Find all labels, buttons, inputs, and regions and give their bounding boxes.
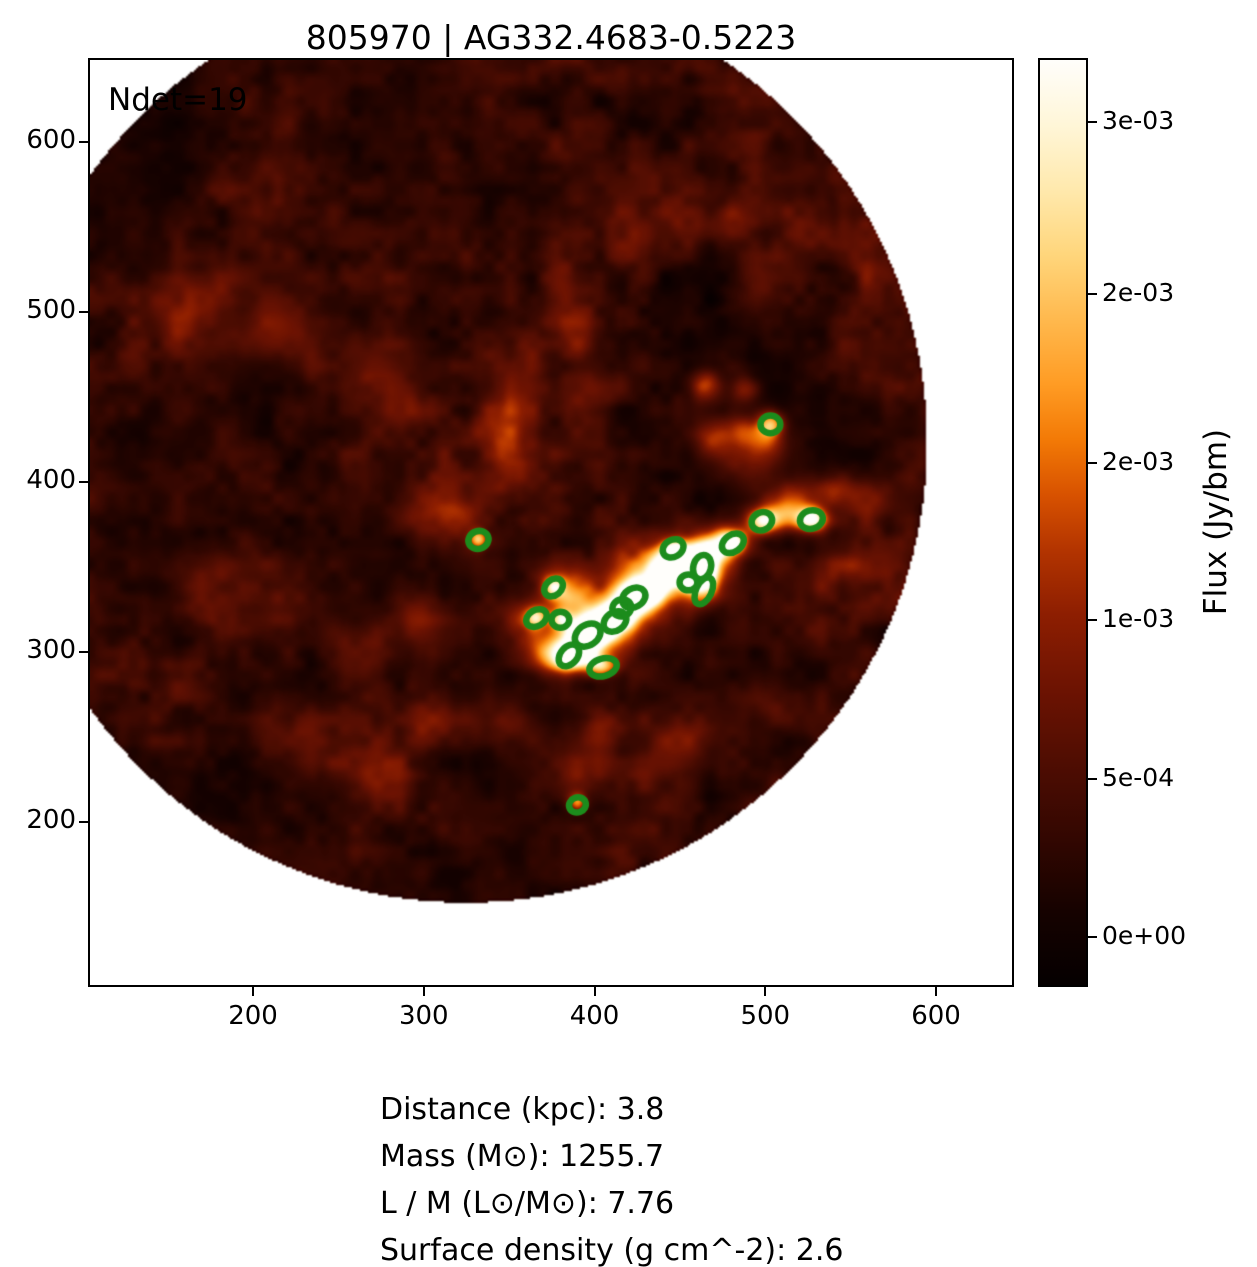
- x-tick-mark: [935, 987, 938, 996]
- y-tick-mark: [79, 141, 88, 144]
- x-tick-label: 200: [228, 1001, 278, 1031]
- x-tick-mark: [252, 987, 255, 996]
- flux-map-axes: [88, 58, 1014, 987]
- x-tick-label: 600: [911, 1001, 961, 1031]
- x-tick-label: 300: [398, 1001, 449, 1031]
- x-tick-mark: [593, 987, 596, 996]
- colorbar-tick-label: 5e-04: [1102, 762, 1175, 792]
- colorbar-tick-mark: [1088, 777, 1097, 780]
- colorbar-tick-label: 2e-03: [1102, 447, 1175, 477]
- colorbar-tick-mark: [1088, 462, 1097, 465]
- y-tick-mark: [79, 651, 88, 654]
- colorbar-tick-mark: [1088, 120, 1097, 123]
- y-tick-label: 200: [26, 804, 76, 835]
- y-tick-label: 400: [26, 465, 76, 496]
- y-tick-label: 600: [26, 125, 76, 156]
- metadata-luminosity-mass-ratio: L / M (L⊙/M⊙): 7.76: [380, 1186, 675, 1221]
- metadata-mass: Mass (M⊙): 1255.7: [380, 1139, 665, 1174]
- colorbar-label: Flux (Jy/bm): [1198, 428, 1234, 616]
- y-tick-mark: [79, 820, 88, 823]
- x-tick-mark: [764, 987, 767, 996]
- metadata-block: Distance (kpc): 3.8 Mass (M⊙): 1255.7 L …: [380, 1086, 843, 1267]
- y-tick-mark: [79, 311, 88, 314]
- colorbar: [1038, 58, 1088, 987]
- y-tick-mark: [79, 481, 88, 484]
- colorbar-tick-mark: [1088, 293, 1097, 296]
- colorbar-tick-label: 2e-03: [1102, 278, 1175, 308]
- y-tick-label: 500: [26, 295, 76, 326]
- flux-map-canvas: [90, 60, 1012, 985]
- x-tick-label: 400: [569, 1001, 620, 1031]
- metadata-surface-density: Surface density (g cm^-2): 2.6: [380, 1233, 844, 1267]
- metadata-distance: Distance (kpc): 3.8: [380, 1092, 665, 1127]
- ndet-annotation: Ndet=19: [108, 82, 248, 118]
- figure-title: 805970 | AG332.4683-0.5223: [305, 18, 797, 57]
- x-tick-mark: [422, 987, 425, 996]
- y-tick-label: 300: [26, 635, 76, 666]
- colorbar-tick-label: 1e-03: [1102, 603, 1175, 633]
- colorbar-tick-mark: [1088, 935, 1097, 938]
- colorbar-tick-label: 0e+00: [1102, 920, 1187, 950]
- colorbar-tick-label: 3e-03: [1102, 105, 1175, 135]
- colorbar-tick-mark: [1088, 618, 1097, 621]
- x-tick-label: 500: [740, 1001, 791, 1031]
